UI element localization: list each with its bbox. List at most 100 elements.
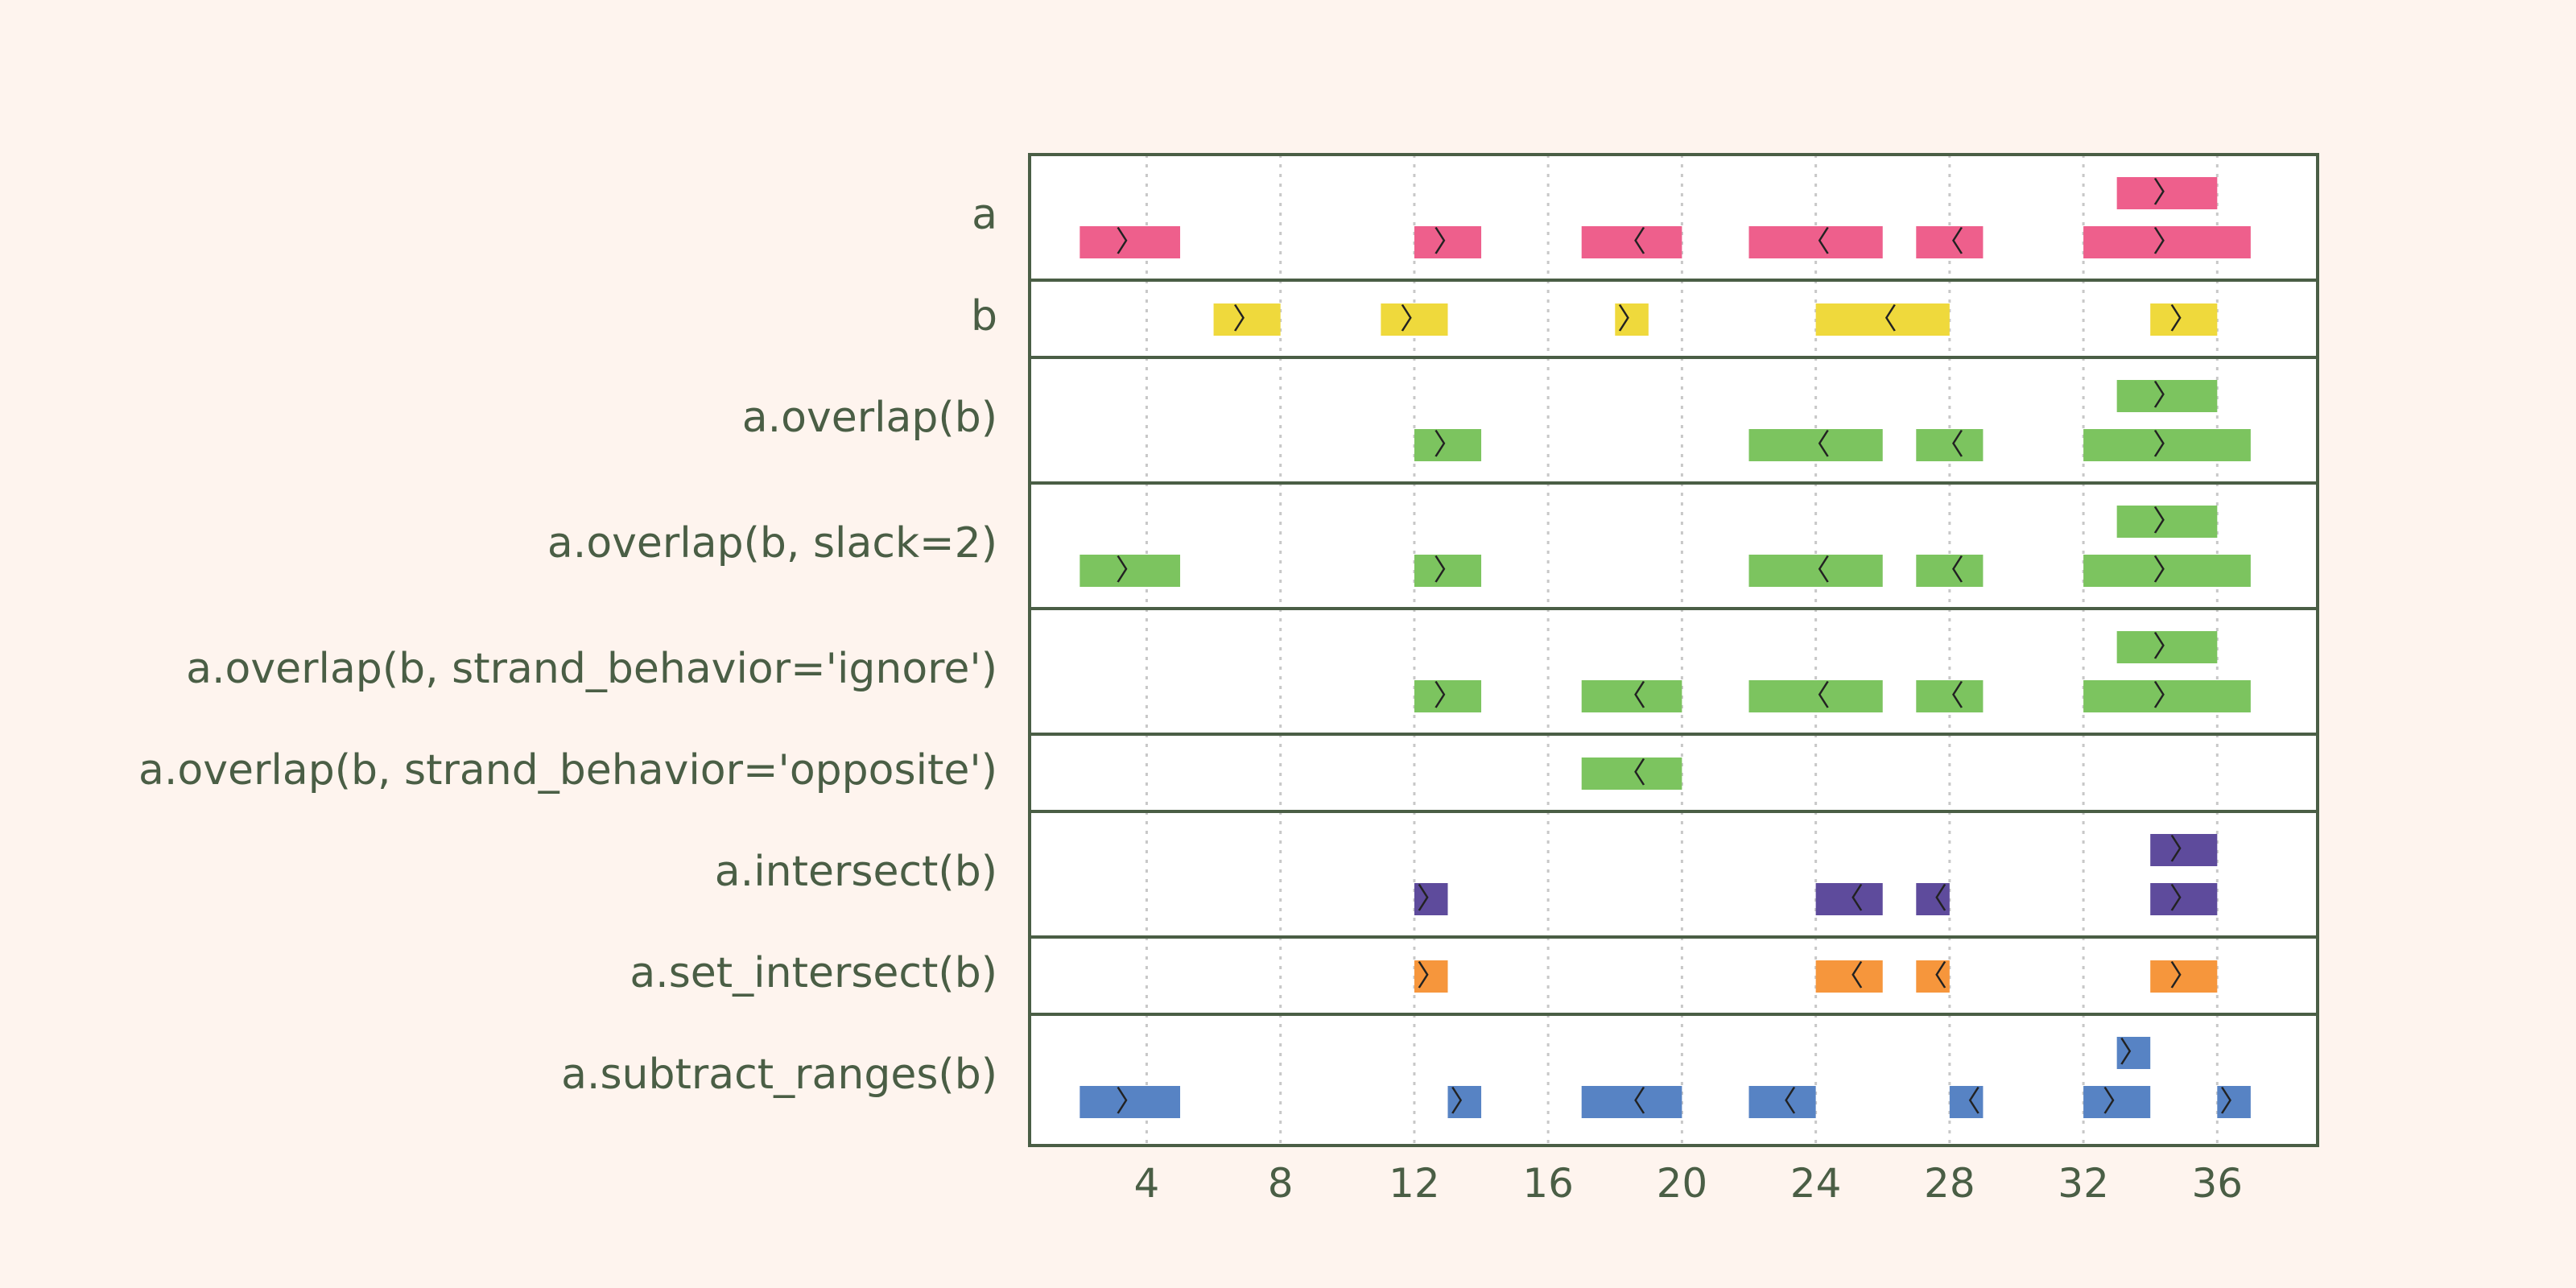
strand-marker: 〈 xyxy=(1802,554,1831,587)
interval-bar xyxy=(1916,226,1984,258)
strand-marker: 〈 xyxy=(1617,225,1646,258)
interval-bar xyxy=(1815,883,1883,915)
strand-marker: 〉 xyxy=(2153,630,2182,663)
interval-bar xyxy=(1447,1086,1482,1118)
interval-bar xyxy=(2150,960,2218,993)
interval-bar xyxy=(1414,429,1482,461)
interval-bar xyxy=(2150,303,2218,336)
strand-marker: 〉 xyxy=(1417,960,1446,993)
interval-bar xyxy=(1916,555,1984,587)
strand-marker: 〈 xyxy=(1835,960,1864,993)
interval-bar xyxy=(1581,680,1682,712)
strand-marker: 〉 xyxy=(1417,882,1446,915)
strand-marker: 〉 xyxy=(2153,428,2182,461)
strand-marker: 〉 xyxy=(2169,960,2198,993)
strand-marker: 〈 xyxy=(1868,303,1897,336)
interval-bar xyxy=(1581,1086,1682,1118)
strand-marker: 〉 xyxy=(1433,428,1462,461)
strand-marker: 〈 xyxy=(1617,1085,1646,1118)
strand-marker: 〉 xyxy=(1116,225,1145,258)
interval-bar xyxy=(1080,1086,1181,1118)
interval-bar xyxy=(2083,1086,2151,1118)
interval-bar xyxy=(1080,226,1181,258)
interval-bar xyxy=(1949,1086,1984,1118)
interval-bar xyxy=(2116,177,2218,209)
interval-bar xyxy=(1213,303,1281,336)
strand-marker: 〈 xyxy=(1802,428,1831,461)
x-tick-label: 32 xyxy=(2058,1160,2109,1207)
interval-bar xyxy=(1748,429,1883,461)
strand-marker: 〈 xyxy=(1768,1085,1797,1118)
strand-marker: 〈 xyxy=(1935,679,1964,712)
interval-bar xyxy=(2150,834,2218,866)
strand-marker: 〉 xyxy=(1433,554,1462,587)
interval-bar xyxy=(1414,555,1482,587)
strand-marker: 〈 xyxy=(1935,428,1964,461)
interval-bar xyxy=(1916,429,1984,461)
interval-bar xyxy=(1748,1086,1816,1118)
strand-marker: 〉 xyxy=(2169,833,2198,866)
strand-marker: 〈 xyxy=(1802,679,1831,712)
x-tick-label: 16 xyxy=(1522,1160,1574,1207)
x-tick-label: 36 xyxy=(2192,1160,2244,1207)
interval-bar xyxy=(1916,960,1950,993)
interval-bar xyxy=(2083,680,2251,712)
strand-marker: 〈 xyxy=(1617,679,1646,712)
row-label: a xyxy=(972,191,997,239)
row-label: a.overlap(b, strand_behavior='opposite') xyxy=(138,746,997,795)
interval-bar xyxy=(1815,303,1950,336)
interval-bar xyxy=(1414,226,1482,258)
interval-bar xyxy=(1916,883,1950,915)
row-label: a.intersect(b) xyxy=(715,848,997,896)
row-label: a.overlap(b, slack=2) xyxy=(547,519,997,568)
interval-bar xyxy=(1581,758,1682,790)
strand-marker: 〉 xyxy=(2153,379,2182,412)
x-tick-label: 12 xyxy=(1389,1160,1440,1207)
row-label: a.subtract_ranges(b) xyxy=(561,1051,997,1099)
interval-bars: 〉〉〈〈〈〉〉〉〉〉〈〉〉〈〈〉〉〉〉〈〈〉〉〉〈〈〈〉〉〈〉〈〈〉〉〉〈〈〉〉… xyxy=(1080,176,2251,1118)
strand-marker: 〉 xyxy=(2219,1085,2248,1118)
row-labels: a b a.overlap(b) a.overlap(b, slack=2) a.ove… xyxy=(138,191,997,1099)
interval-bar xyxy=(1748,555,1883,587)
strand-marker: 〉 xyxy=(1400,303,1429,336)
strand-marker: 〉 xyxy=(2153,225,2182,258)
interval-bar xyxy=(1414,680,1482,712)
row-label: a.overlap(b) xyxy=(742,394,997,442)
strand-marker: 〉 xyxy=(2169,882,2198,915)
strand-marker: 〉 xyxy=(2153,554,2182,587)
strand-marker: 〈 xyxy=(1935,554,1964,587)
strand-marker: 〉 xyxy=(1116,554,1145,587)
interval-bar xyxy=(2217,1086,2251,1118)
x-tick-label: 8 xyxy=(1268,1160,1294,1207)
row-label: a.overlap(b, strand_behavior='ignore') xyxy=(186,645,997,693)
strand-marker: 〈 xyxy=(1918,882,1947,915)
interval-bar xyxy=(1748,680,1883,712)
interval-bar xyxy=(2116,631,2218,663)
interval-bar xyxy=(1381,303,1448,336)
strand-marker: 〈 xyxy=(1935,225,1964,258)
interval-bar xyxy=(1815,960,1883,993)
interval-bar xyxy=(2083,429,2251,461)
strand-marker: 〈 xyxy=(1918,960,1947,993)
strand-marker: 〉 xyxy=(2153,176,2182,209)
plot-frame xyxy=(1028,153,2319,1147)
interval-bar xyxy=(1615,303,1649,336)
strand-marker: 〉 xyxy=(1450,1085,1479,1118)
x-tick-label: 28 xyxy=(1924,1160,1975,1207)
strand-marker: 〉 xyxy=(1433,225,1462,258)
strand-marker: 〉 xyxy=(2153,505,2182,538)
strand-marker: 〉 xyxy=(2153,679,2182,712)
interval-bar xyxy=(2083,226,2251,258)
strand-marker: 〈 xyxy=(1617,757,1646,790)
x-axis-ticks: 4 8 12 16 20 24 28 32 36 xyxy=(1134,1160,2244,1207)
strand-marker: 〉 xyxy=(2103,1085,2132,1118)
interval-bar xyxy=(2083,555,2251,587)
strand-marker: 〈 xyxy=(1952,1085,1981,1118)
x-tick-label: 20 xyxy=(1657,1160,1708,1207)
plot-border xyxy=(1028,153,2319,1147)
row-label: b xyxy=(971,292,997,341)
interval-bar xyxy=(2116,506,2218,538)
strand-marker: 〉 xyxy=(1433,679,1462,712)
strand-marker: 〉 xyxy=(1232,303,1261,336)
